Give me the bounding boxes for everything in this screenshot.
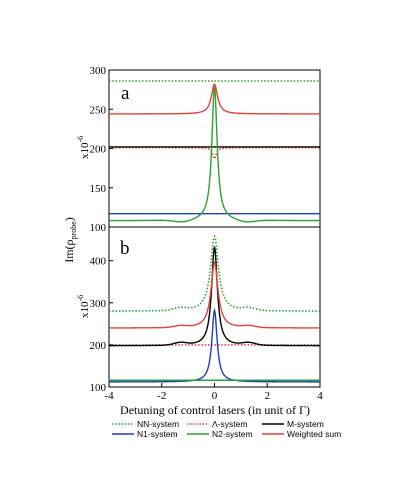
panel-a-frame — [108, 69, 321, 228]
legend-label: Weighted sum — [287, 429, 341, 439]
legend-item-n2-system: N2-system — [187, 429, 253, 439]
panel-b-plot-area — [109, 234, 320, 383]
legend: NN-system Λ-system M-system N1-system N2-sys… — [112, 419, 341, 439]
legend-label: N2-system — [212, 429, 253, 439]
panel-a-y-tick-label: 100 — [90, 222, 107, 234]
panel-a-y-tick-label: 250 — [90, 104, 107, 116]
panel-a-letter: a — [121, 83, 130, 104]
panel-a-series-n2-system — [109, 86, 320, 223]
panel-b-y-tick-label: 400 — [90, 256, 107, 268]
x-tick-label: 2 — [265, 390, 271, 402]
panel-b-y-tick-label: 100 — [90, 382, 107, 394]
y-axis-title-sub: probe — [69, 221, 78, 240]
panel-b-scale-exp: -6 — [76, 295, 85, 302]
panel-b: 100 200 300 400 b x10-6 — [76, 226, 321, 394]
legend-item-weighted-sum: Weighted sum — [262, 429, 341, 439]
panel-a-y-tick-label: 150 — [90, 183, 107, 195]
panel-a-series--system — [109, 146, 320, 160]
panel-b-series-weighted-sum — [109, 261, 320, 329]
y-axis-title-main: Im(ρ — [62, 239, 76, 262]
panel-b-letter: b — [120, 238, 130, 259]
panel-b-series-nn-system — [109, 234, 320, 312]
x-tick-label: -2 — [157, 390, 166, 402]
panel-a-plot-area — [109, 80, 320, 223]
x-tick-label: 0 — [212, 390, 218, 402]
panel-b-y-tick-label: 300 — [90, 298, 107, 310]
x-tick-label: 4 — [317, 390, 323, 402]
panel-b-scale-label: x10-6 — [76, 295, 91, 318]
y-axis-title-close: ) — [62, 217, 76, 221]
legend-label: M-system — [287, 419, 324, 429]
x-axis-title: Detuning of control lasers (in unit of Γ… — [120, 403, 310, 417]
panel-b-y-tick-label: 200 — [90, 340, 107, 352]
panel-a-y-tick-label: 200 — [90, 144, 107, 156]
panel-a-scale-label: x10-6 — [76, 136, 91, 159]
panel-a-scale-base: x10 — [79, 142, 91, 159]
y-axis-title: Im(ρprobe) — [62, 217, 78, 263]
legend-item-nn-system: NN-system — [112, 419, 179, 429]
legend-item-n1-system: N1-system — [112, 429, 178, 439]
panel-a-series-weighted-sum — [109, 83, 320, 115]
panel-b-y-ticks: 100 200 300 400 — [90, 256, 113, 394]
legend-label: N1-system — [137, 429, 178, 439]
x-ticks: -4 -2 0 2 4 — [104, 383, 323, 402]
panel-b-series-n1-system — [109, 307, 320, 383]
legend-label: Λ-system — [212, 419, 247, 429]
panel-b-series-m-system — [109, 246, 320, 347]
x-tick-label: -4 — [104, 390, 114, 402]
panel-a-y-tick-label: 300 — [90, 65, 107, 77]
panel-b-scale-base: x10 — [79, 301, 91, 318]
panel-a-y-ticks: 100 150 200 250 300 — [90, 65, 113, 234]
panel-a: 100 150 200 250 300 a x10-6 — [76, 65, 321, 234]
legend-item--system: Λ-system — [187, 419, 247, 429]
panel-a-scale-exp: -6 — [76, 136, 85, 143]
legend-item-m-system: M-system — [262, 419, 324, 429]
legend-label: NN-system — [137, 419, 179, 429]
